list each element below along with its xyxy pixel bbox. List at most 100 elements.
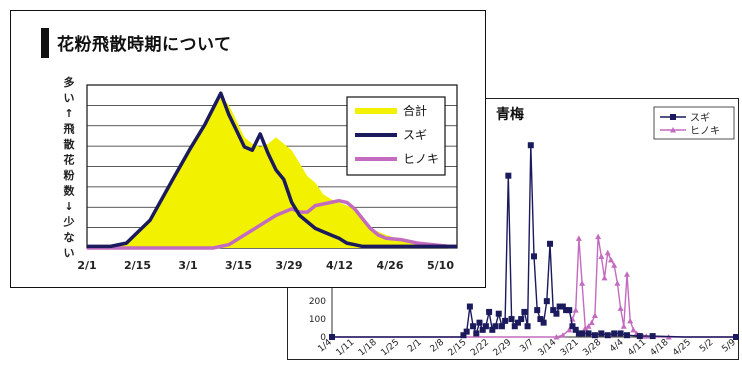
sugi-marker [460, 332, 467, 339]
hinoki-marker [620, 323, 627, 329]
sugi-marker [511, 323, 518, 330]
sugi-marker [572, 326, 579, 333]
sugi-marker [492, 323, 499, 330]
hinoki-marker [598, 253, 605, 259]
sugi-marker [479, 326, 486, 333]
y-axis-label-char: い [64, 92, 75, 105]
sugi-marker [569, 323, 576, 330]
x-tick: 5/9 [720, 337, 738, 354]
sugi-marker [524, 323, 531, 330]
sugi-marker [518, 316, 525, 323]
sugi-marker [527, 142, 534, 149]
pollen-chart-title: 花粉飛散時期について [57, 35, 232, 55]
x-tick-label: 3/29 [276, 259, 303, 272]
x-tick-label: 4/25 [671, 338, 693, 359]
x-tick-label: 3/14 [536, 337, 558, 358]
sugi-marker [636, 333, 643, 340]
sugi-marker [553, 310, 560, 317]
sugi-marker [547, 240, 554, 247]
x-tick-label: 2/8 [429, 337, 447, 354]
y-axis-label-char: 数 [64, 184, 76, 198]
y-axis-label-char: 少 [63, 215, 75, 229]
oume-legend-marker [670, 127, 676, 133]
x-tick-label: 5/10 [427, 259, 454, 272]
sugi-marker [482, 323, 489, 330]
x-tick-label: 3/7 [518, 338, 536, 355]
legend-label: スギ [403, 128, 427, 142]
sugi-marker [563, 307, 570, 314]
sugi-marker [329, 334, 335, 340]
sugi-marker [531, 253, 537, 260]
sugi-marker [514, 319, 521, 326]
x-tick: 1/18 [357, 337, 379, 358]
y-axis-label-char: 多 [64, 75, 75, 89]
x-tick-label: 3/1 [178, 259, 197, 272]
x-tick: 2/22 [469, 338, 491, 359]
legend-label: 合計 [403, 103, 427, 118]
sugi-marker [486, 308, 493, 315]
x-tick-label: 2/15 [447, 338, 469, 359]
oume-legend-box [653, 106, 735, 140]
sugi-marker [537, 316, 544, 323]
hinoki-marker [588, 319, 595, 326]
x-tick-label: 5/2 [698, 338, 716, 355]
hinoki-marker [553, 334, 560, 340]
sugi-marker [591, 332, 598, 339]
sugi-marker [566, 307, 573, 314]
sugi-marker [611, 330, 618, 337]
hinoki-marker [617, 305, 624, 311]
x-tick: 4/11 [626, 338, 648, 359]
hinoki-marker [559, 332, 566, 338]
x-tick: 4/18 [649, 337, 671, 358]
sugi-marker [505, 172, 512, 179]
series-sugi-line [87, 91, 457, 249]
y-axis-label-char: 飛 [63, 123, 75, 136]
x-tick-label: 4/26 [377, 259, 404, 272]
x-tick: 3/7 [518, 338, 536, 355]
x-tick: 3/14 [536, 337, 558, 358]
hinoki-marker [575, 235, 582, 241]
x-tick: 5/2 [698, 338, 716, 355]
oume-legend-label: スギ [690, 112, 710, 124]
sugi-marker [579, 330, 586, 337]
hinoki-marker [627, 317, 634, 324]
x-tick-label: 3/15 [225, 259, 252, 272]
x-tick-label: 1/4 [316, 337, 334, 354]
sugi-marker [604, 332, 611, 339]
hinoki-marker [572, 307, 579, 313]
x-tick: 2/1 [406, 338, 424, 355]
oume-legend-label: ヒノキ [690, 125, 720, 137]
sugi-marker [617, 330, 624, 337]
y-axis-label-char: 花 [64, 153, 75, 167]
x-tick: 1/11 [334, 338, 356, 359]
x-tick: 3/21 [559, 338, 581, 359]
sugi-marker [556, 303, 563, 310]
sugi-marker [489, 326, 496, 333]
sugi-marker [495, 310, 502, 317]
sugi-marker [470, 323, 477, 330]
x-tick: 4/4 [608, 337, 626, 354]
series-hinoki-line [87, 198, 457, 250]
sugi-marker [508, 316, 515, 323]
sugi-marker [550, 307, 557, 314]
hinoki-marker [630, 326, 637, 333]
title-marker-bar [41, 28, 49, 58]
y-tick-label: 200 [309, 297, 326, 307]
y-axis-label-char: 散 [64, 137, 76, 151]
x-tick-label: 1/25 [379, 338, 401, 359]
hinoki-marker [614, 280, 621, 286]
hinoki-marker [611, 262, 618, 268]
x-tick-label: 2/15 [124, 259, 151, 272]
sugi-marker [498, 323, 505, 330]
sugi-marker [463, 328, 470, 335]
x-tick-label: 2/29 [492, 337, 514, 358]
sugi-marker [534, 307, 541, 314]
x-tick-label: 5/9 [720, 337, 738, 354]
sugi-marker [521, 308, 528, 315]
sugi-marker [559, 303, 566, 310]
hinoki-marker [566, 326, 573, 333]
hinoki-marker [604, 249, 611, 256]
